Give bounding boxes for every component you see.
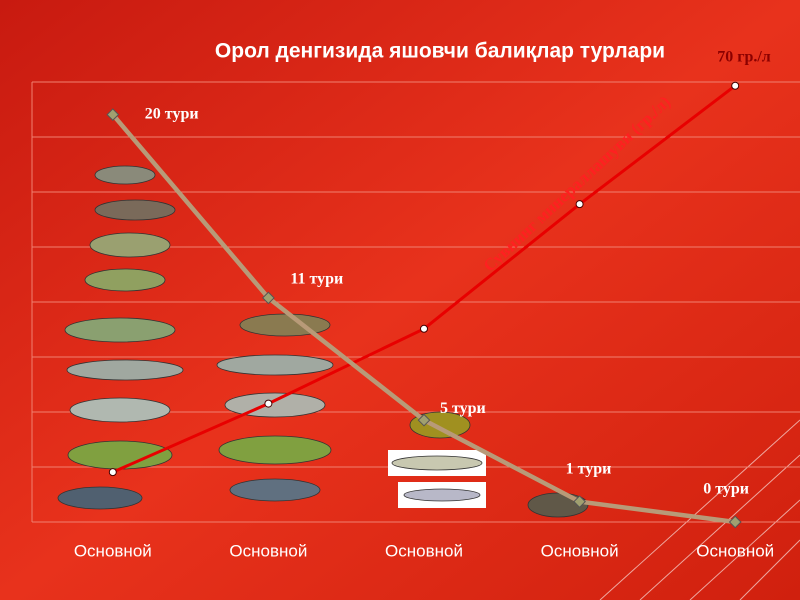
marker xyxy=(573,495,586,508)
marker xyxy=(420,324,428,333)
marker xyxy=(264,399,273,408)
x-tick-label: Основной xyxy=(229,541,307,560)
x-tick-label: Основной xyxy=(74,541,152,560)
data-label: 0 тури xyxy=(703,481,749,498)
data-label: 1 тури xyxy=(566,460,612,477)
chart-title: Орол денгизида яшовчи балиқлар турлари xyxy=(215,40,665,63)
marker xyxy=(262,291,275,305)
data-label: 11 тури xyxy=(290,271,343,288)
data-label: 5 тури xyxy=(440,400,486,417)
data-label: 20 тури xyxy=(145,105,199,122)
x-tick-label: Основной xyxy=(541,541,619,560)
marker xyxy=(106,108,120,121)
x-tick-label: Основной xyxy=(385,541,463,560)
decor-lines xyxy=(599,419,800,600)
data-label: 70 гр./л xyxy=(717,48,771,65)
marker xyxy=(108,468,117,477)
marker xyxy=(731,81,740,90)
marker xyxy=(417,413,431,427)
marker xyxy=(728,515,742,529)
marker xyxy=(575,200,584,209)
fish-illustrations xyxy=(57,165,589,518)
x-tick-label: Основной xyxy=(696,541,774,560)
